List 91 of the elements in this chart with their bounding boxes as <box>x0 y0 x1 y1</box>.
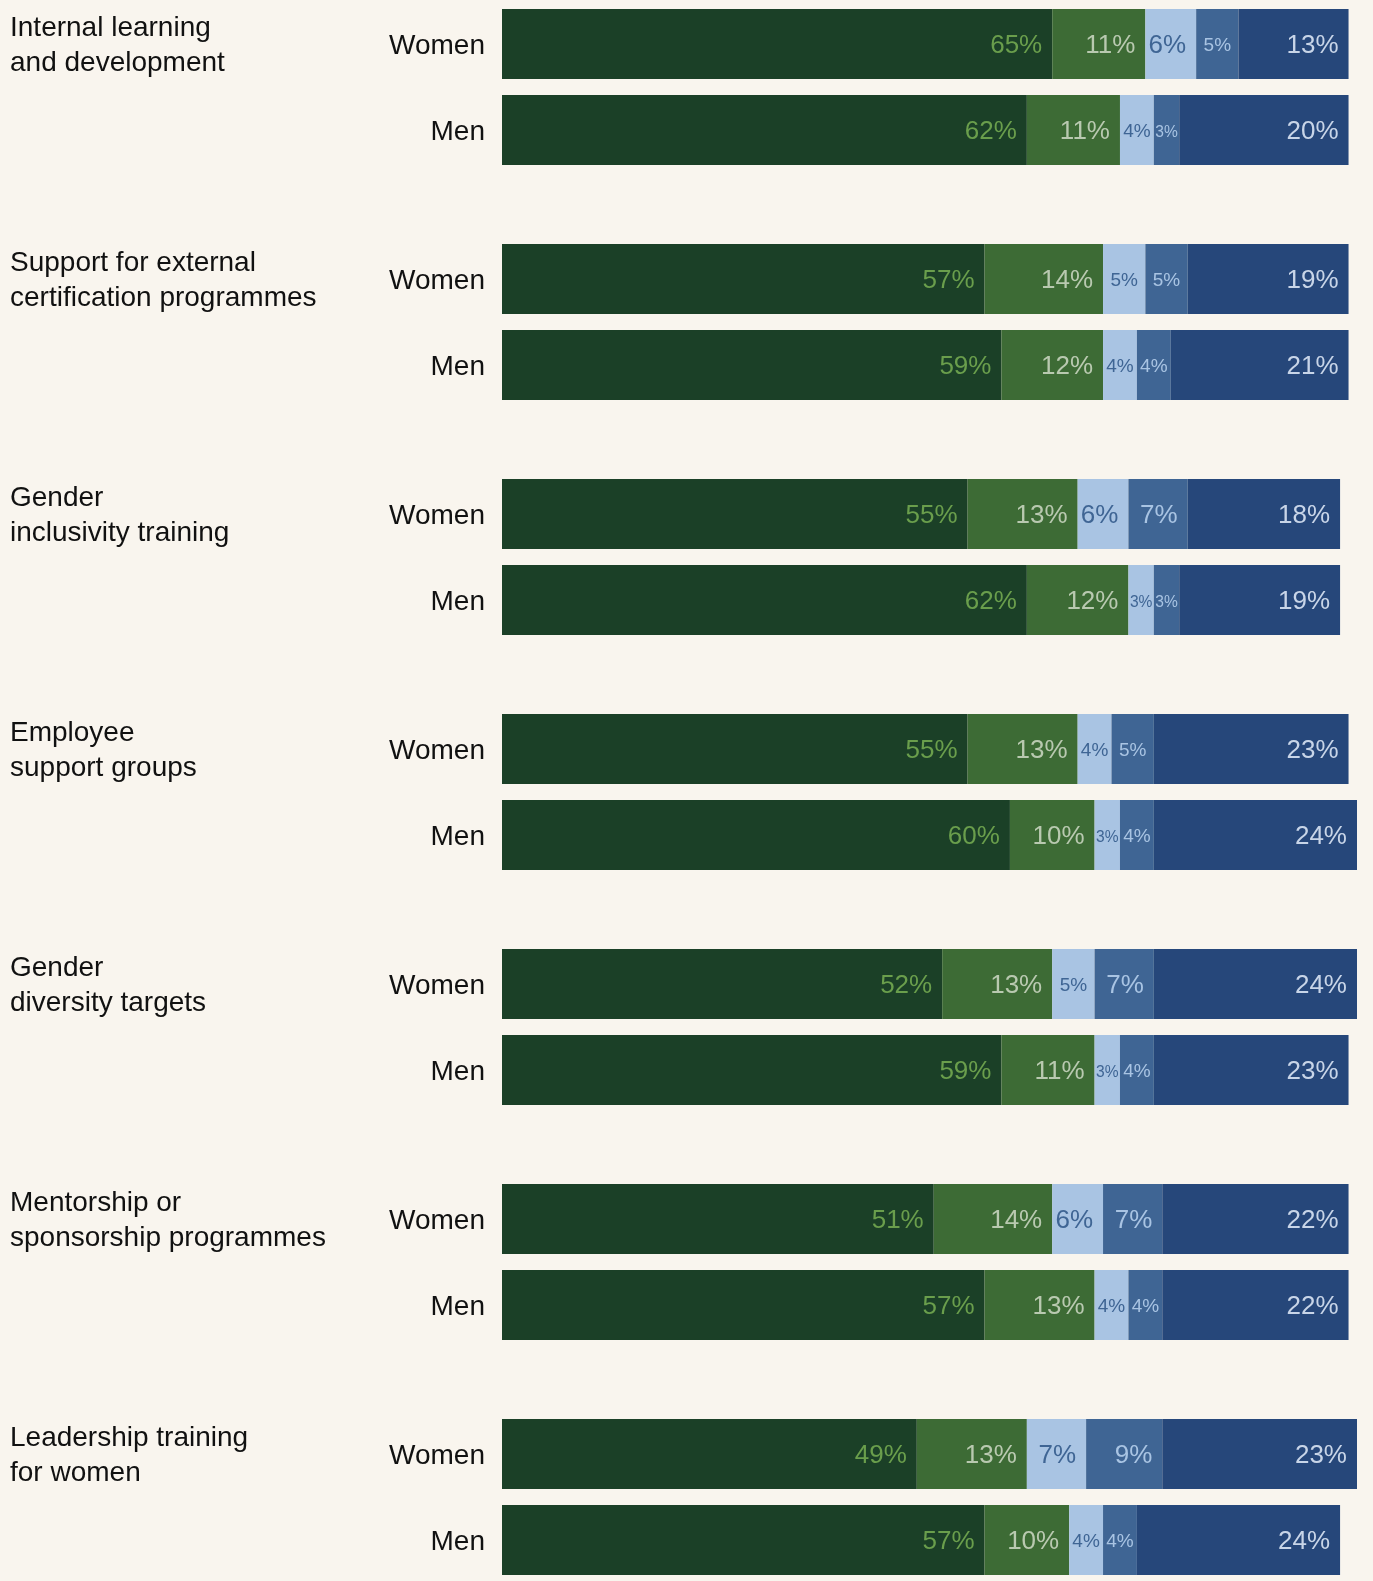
data-label: 22% <box>1286 1290 1339 1320</box>
data-label: 10% <box>1032 820 1085 850</box>
y-tick-label: Men <box>430 820 485 851</box>
y-tick-label: Women <box>389 1204 485 1235</box>
data-label: 4% <box>1123 1060 1151 1081</box>
data-label: 57% <box>922 264 975 294</box>
y-tick-label: Women <box>389 969 485 1000</box>
data-label: 12% <box>1066 585 1119 615</box>
y-tick-label: Women <box>389 1439 485 1470</box>
data-label: 14% <box>990 1204 1043 1234</box>
data-label: 9% <box>1114 1439 1153 1469</box>
data-label: 49% <box>854 1439 907 1469</box>
data-label: 23% <box>1286 734 1339 764</box>
text: Gender inclusivity training <box>10 481 230 547</box>
data-label: 4% <box>1106 355 1134 376</box>
data-label: 4% <box>1123 120 1151 141</box>
data-label: 14% <box>1040 264 1094 294</box>
text: Support for external certification programmes <box>10 246 317 312</box>
data-label: 11% <box>1059 115 1110 145</box>
data-label: 4% <box>1106 1530 1134 1551</box>
y-tick-label: Women <box>389 264 485 295</box>
data-label: 13% <box>1032 1290 1085 1320</box>
data-label: 59% <box>939 350 992 380</box>
data-label: 24% <box>1294 820 1347 850</box>
data-label: 3% <box>1129 593 1153 610</box>
data-label: 62% <box>964 115 1017 145</box>
data-label: 13% <box>990 969 1043 999</box>
data-label: 57% <box>922 1290 975 1320</box>
data-label: 7% <box>1114 1204 1153 1234</box>
y-tick-label: Women <box>389 499 485 530</box>
data-label: 23% <box>1286 1055 1339 1085</box>
y-tick-label: Men <box>430 1055 485 1086</box>
data-label: 55% <box>905 499 958 529</box>
text: Leadership training for women <box>10 1421 249 1487</box>
y-tick-label: Men <box>430 1525 485 1556</box>
data-label: 18% <box>1278 499 1331 529</box>
data-label: 51% <box>871 1204 924 1234</box>
data-label: 52% <box>880 969 933 999</box>
data-label: 4% <box>1123 825 1151 846</box>
y-tick-label: Men <box>430 115 485 146</box>
data-label: 5% <box>1110 269 1139 290</box>
data-label: 3% <box>1096 1063 1119 1080</box>
data-label: 13% <box>1015 499 1068 529</box>
data-label: 7% <box>1038 1439 1077 1469</box>
y-tick-label: Men <box>430 1290 485 1321</box>
data-label: 24% <box>1278 1525 1331 1555</box>
data-label: 6% <box>1055 1204 1094 1234</box>
data-label: 4% <box>1080 739 1109 760</box>
data-label: 4% <box>1140 355 1168 376</box>
data-label: 7% <box>1140 499 1178 529</box>
data-label: 65% <box>990 29 1043 59</box>
data-label: 7% <box>1106 969 1144 999</box>
data-label: 23% <box>1294 1439 1347 1469</box>
y-tick-label: Women <box>389 29 485 60</box>
data-label: 4% <box>1072 1530 1100 1551</box>
data-label: 3% <box>1096 828 1119 845</box>
data-label: 13% <box>964 1439 1017 1469</box>
data-label: 5% <box>1118 739 1147 760</box>
data-label: 13% <box>1286 29 1339 59</box>
y-tick-label: Men <box>430 585 485 616</box>
data-label: 13% <box>1015 734 1068 764</box>
data-label: 12% <box>1040 350 1094 380</box>
data-label: 11% <box>1085 29 1136 59</box>
text: Gender diversity targets <box>10 951 207 1017</box>
data-label: 5% <box>1152 269 1181 290</box>
data-label: 24% <box>1294 969 1347 999</box>
data-label: 4% <box>1097 1295 1126 1316</box>
data-label: 55% <box>905 734 958 764</box>
data-label: 22% <box>1286 1204 1339 1234</box>
data-label: 20% <box>1286 115 1339 145</box>
data-label: 19% <box>1278 585 1331 615</box>
data-label: 10% <box>1007 1525 1060 1555</box>
data-label: 4% <box>1131 1295 1160 1316</box>
data-label: 3% <box>1155 123 1178 140</box>
data-label: 6% <box>1080 499 1119 529</box>
data-label: 21% <box>1286 350 1339 380</box>
data-label: 5% <box>1203 34 1232 55</box>
data-label: 19% <box>1286 264 1339 294</box>
text: Mentorship or sponsorship programmes <box>10 1186 326 1252</box>
text: Employee support groups <box>10 716 197 782</box>
data-label: 62% <box>964 585 1017 615</box>
data-label: 6% <box>1148 29 1187 59</box>
y-tick-label: Men <box>430 350 485 381</box>
data-label: 3% <box>1155 593 1178 610</box>
text: Internal learning and development <box>10 11 226 77</box>
data-label: 5% <box>1059 974 1088 995</box>
y-tick-label: Women <box>389 734 485 765</box>
data-label: 60% <box>947 820 1000 850</box>
data-label: 57% <box>922 1525 975 1555</box>
data-label: 59% <box>939 1055 992 1085</box>
data-label: 11% <box>1034 1055 1085 1085</box>
